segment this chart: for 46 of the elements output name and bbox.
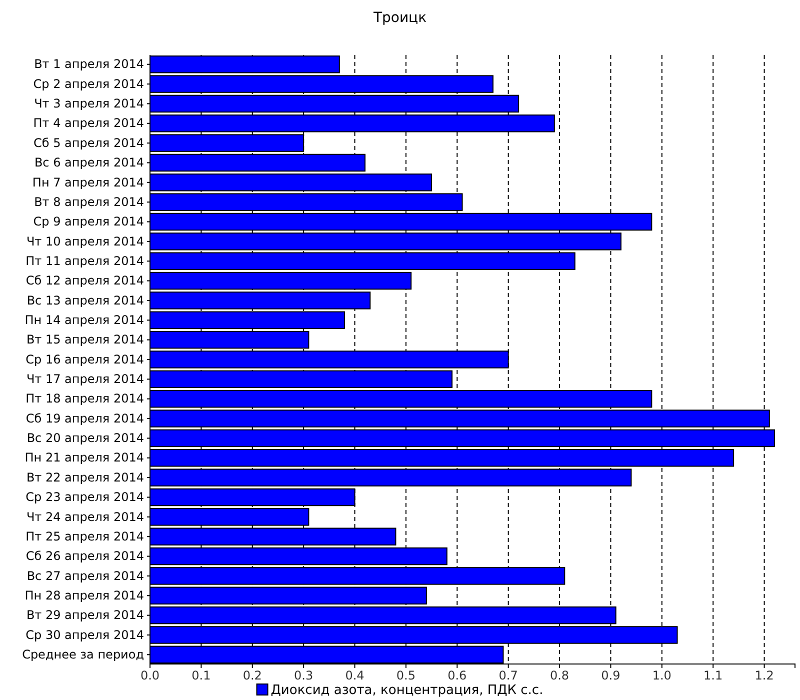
x-tick-label: 1.1: [704, 668, 723, 683]
y-tick-label: Пн 21 апреля 2014: [24, 450, 144, 465]
y-tick-label: Среднее за период: [22, 647, 144, 662]
x-tick-label: 1.0: [652, 668, 672, 683]
y-tick-label: Чт 3 апреля 2014: [34, 96, 144, 111]
y-tick-label: Пт 4 апреля 2014: [33, 116, 144, 130]
y-tick-label: Пн 14 апреля 2014: [24, 312, 144, 327]
x-tick-label: 1.2: [754, 668, 774, 683]
y-tick-label: Пт 18 апреля 2014: [26, 392, 144, 406]
y-tick-label: Ср 16 апреля 2014: [26, 352, 144, 366]
y-tick-label: Ср 9 апреля 2014: [33, 214, 144, 229]
chart-title: Троицк: [372, 10, 427, 26]
y-tick-label: Ср 30 апреля 2014: [26, 628, 144, 642]
y-tick-label: Вс 6 апреля 2014: [34, 156, 144, 170]
x-tick-label: 0.6: [448, 668, 467, 683]
legend-label: Диоксид азота, концентрация, ПДК с.с.: [270, 683, 544, 698]
x-tick-label: 0.2: [242, 668, 262, 683]
y-tick-label: Вс 27 апреля 2014: [26, 568, 144, 583]
y-tick-label: Пт 11 апреля 2014: [26, 254, 144, 268]
x-tick-label: 0.3: [294, 668, 314, 683]
y-tick-label: Пн 28 апреля 2014: [24, 588, 144, 602]
y-tick-label: Вт 1 апреля 2014: [34, 57, 144, 72]
x-tick-label: 0.7: [498, 668, 518, 683]
y-tick-label: Сб 5 апреля 2014: [34, 136, 144, 150]
y-tick-label: Чт 10 апреля 2014: [26, 234, 144, 248]
y-tick-label: Ср 2 апреля 2014: [33, 76, 144, 91]
x-tick-label: 0.4: [345, 668, 364, 683]
y-tick-label: Сб 12 апреля 2014: [26, 274, 144, 288]
y-tick-label: Пт 25 апреля 2014: [26, 529, 144, 544]
y-tick-label: Ср 23 апреля 2014: [26, 490, 144, 504]
y-tick-label: Вс 20 апреля 2014: [26, 431, 144, 446]
y-tick-label: Вт 29 апреля 2014: [26, 608, 144, 622]
y-tick-label: Сб 26 апреля 2014: [26, 549, 144, 564]
y-tick-label: Вт 8 апреля 2014: [34, 194, 144, 209]
y-tick-label: Вс 13 апреля 2014: [26, 293, 144, 308]
y-tick-label: Вт 15 апреля 2014: [26, 332, 144, 347]
x-tick-label: 0.5: [396, 668, 416, 683]
y-tick-label: Чт 17 апреля 2014: [26, 372, 144, 386]
x-tick-label: 0.1: [192, 668, 211, 683]
y-tick-label: Вт 22 апреля 2014: [26, 470, 144, 484]
y-tick-label: Чт 24 апреля 2014: [26, 510, 144, 524]
y-tick-label: Пн 7 апреля 2014: [32, 175, 144, 190]
x-tick-label: 0.8: [550, 668, 570, 683]
x-tick-label: 0.0: [140, 668, 160, 683]
y-tick-label: Сб 19 апреля 2014: [26, 411, 144, 426]
x-tick-label: 0.9: [601, 668, 620, 683]
